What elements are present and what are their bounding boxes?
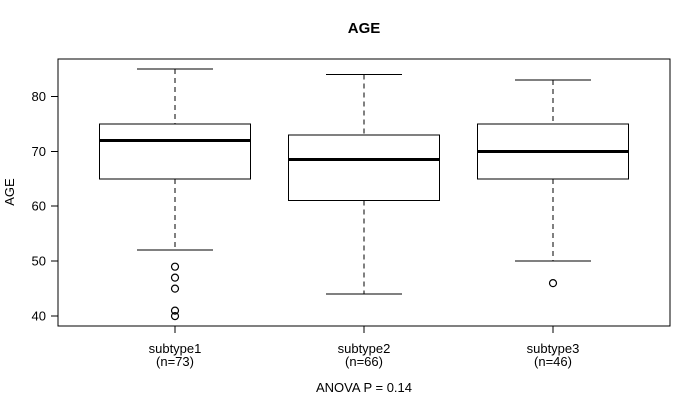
y-axis-label: AGE [2,178,17,206]
outlier-point [170,284,180,293]
anova-annotation: ANOVA P = 0.14 [316,380,412,395]
iqr-box [288,134,440,202]
iqr-box [99,123,251,180]
outlier-point [170,312,180,321]
x-tick-label: subtype3 [527,341,580,356]
plot-area: 40 50 60 70 80 subtype1(n=73) subtype2(n=66) su… [32,58,671,369]
x-tick-sublabel: (n=46) [534,354,572,369]
y-tick-label: 50 [32,254,46,269]
x-tick-sublabel: (n=73) [156,354,194,369]
y-tick-label: 80 [32,89,46,104]
y-tick-label: 70 [32,144,46,159]
outlier-point [170,262,180,271]
outlier-point [170,306,180,315]
y-tick-label: 60 [32,199,46,214]
x-tick-label: subtype2 [338,341,391,356]
chart-title: AGE [348,20,381,37]
x-tick-sublabel: (n=66) [345,354,383,369]
x-tick-label: subtype1 [149,341,202,356]
outlier-point [548,279,558,288]
outlier-point [170,273,180,282]
y-tick-label: 40 [32,309,46,324]
